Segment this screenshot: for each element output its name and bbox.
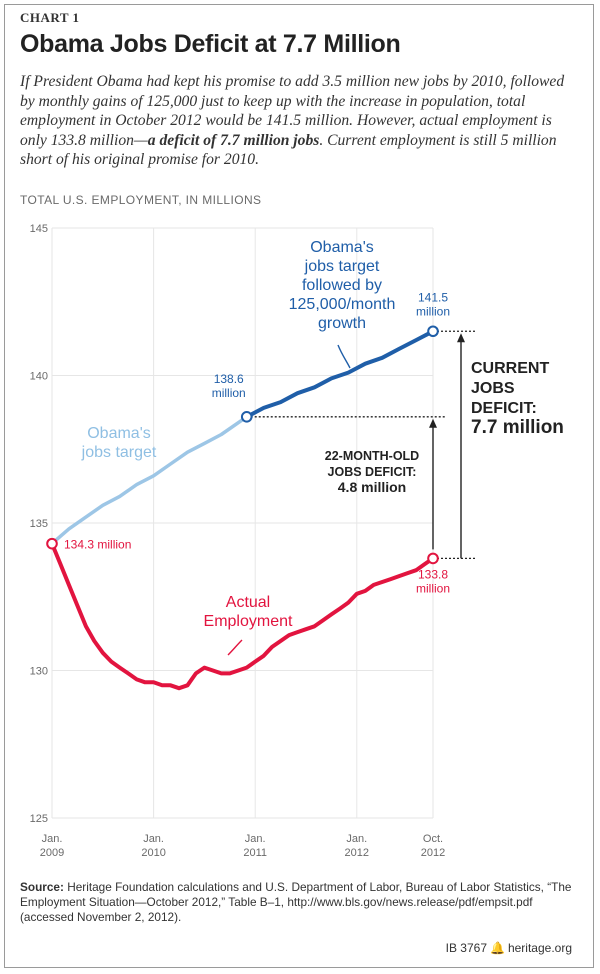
actual-employment-label: Actual <box>226 594 270 611</box>
x-tick-label: Jan. <box>346 833 367 845</box>
deficit-current-arrowhead <box>457 333 465 343</box>
y-tick-labels: 125 130 135 140 145 <box>30 223 48 825</box>
series-lines <box>50 329 435 691</box>
x-tick-labels: Jan. 2009 Jan. 2010 Jan. 2011 Jan. 2012 Oct. 2012 <box>40 833 445 859</box>
target-end-point-label: 141.5 <box>418 290 448 304</box>
dark-target-label: followed by <box>302 277 382 294</box>
source-label: Source: <box>20 880 64 894</box>
deficit-22-label: 4.8 million <box>338 479 406 495</box>
start-point-label: 134.3 million <box>64 538 131 552</box>
actual-end-point-label: million <box>416 581 450 595</box>
intro-bold: a deficit of 7.7 million jobs <box>147 131 320 149</box>
deficit-current-label: JOBS <box>471 380 515 397</box>
actual-end-point <box>427 552 439 565</box>
grid <box>51 227 434 819</box>
actual-employment-label: Employment <box>204 613 293 630</box>
chart-kicker: CHART 1 <box>20 10 80 25</box>
x-tick-label: Oct. <box>423 833 443 845</box>
y-tick-label: 135 <box>30 518 48 530</box>
footer: IB 3767 🔔 heritage.org <box>446 941 572 955</box>
source-note: Source: Heritage Foundation calculations… <box>20 880 580 925</box>
y-tick-label: 125 <box>30 813 48 825</box>
deficit-22-label: 22-MONTH-OLD <box>325 449 419 463</box>
target-2010-point-label: 138.6 <box>214 372 244 386</box>
x-tick-label: Jan. <box>143 833 164 845</box>
annotations: 134.3 million138.6million141.5million133… <box>64 239 564 656</box>
deficit-22-label: JOBS DEFICIT: <box>328 465 417 479</box>
deficit-22-arrowhead <box>429 418 437 428</box>
x-tick-label: Jan. <box>42 833 63 845</box>
dark-target-label: Obama's <box>310 239 374 256</box>
intro-text-2: . Current employment is still 5 million … <box>20 131 557 169</box>
deficit-current-label: CURRENT <box>471 360 549 377</box>
source-text: Heritage Foundation calculations and U.S… <box>20 880 572 924</box>
actual-employment-line <box>50 541 435 691</box>
x-tick-label: 2012 <box>345 847 369 859</box>
x-tick-label: 2011 <box>243 847 267 859</box>
dark-target-label: 125,000/month <box>289 296 396 313</box>
target-end-point-label: million <box>416 304 450 318</box>
x-tick-label: 2009 <box>40 847 64 859</box>
website-link[interactable]: heritage.org <box>507 941 572 955</box>
actual-leader <box>227 639 243 656</box>
intro-text-1: If President Obama had kept his promise … <box>20 73 565 149</box>
deficit-brackets <box>246 330 476 560</box>
dark-target-leader <box>337 344 351 369</box>
start-point <box>46 537 58 550</box>
dark-target-label: jobs target <box>304 258 380 275</box>
x-tick-label: 2010 <box>141 847 165 859</box>
jobs-target-growth-line <box>244 329 435 419</box>
bell-icon: 🔔 <box>490 941 505 955</box>
jobs-target-line <box>50 415 249 546</box>
x-tick-label: 2012 <box>421 847 445 859</box>
light-target-label: Obama's <box>87 425 151 442</box>
y-axis-title: TOTAL U.S. EMPLOYMENT, IN MILLIONS <box>20 193 262 207</box>
dark-target-label: growth <box>318 315 366 332</box>
actual-end-point-label: 133.8 <box>418 567 448 581</box>
chart-frame <box>4 4 594 968</box>
y-tick-label: 130 <box>30 666 48 678</box>
chart-title: Obama Jobs Deficit at 7.7 Million <box>20 30 401 58</box>
target-end-point <box>427 325 439 338</box>
report-id: IB 3767 <box>445 941 487 955</box>
y-tick-label: 140 <box>30 371 48 383</box>
x-tick-label: Jan. <box>245 833 266 845</box>
chart-intro: If President Obama had kept his promise … <box>20 72 582 170</box>
deficit-current-label: 7.7 million <box>471 417 564 438</box>
target-2010-point-label: million <box>212 386 246 400</box>
target-2010-point <box>240 411 253 423</box>
y-tick-label: 145 <box>30 223 48 235</box>
light-target-label: jobs target <box>81 444 157 461</box>
deficit-current-label: DEFICIT: <box>471 400 537 417</box>
data-points <box>46 325 439 565</box>
